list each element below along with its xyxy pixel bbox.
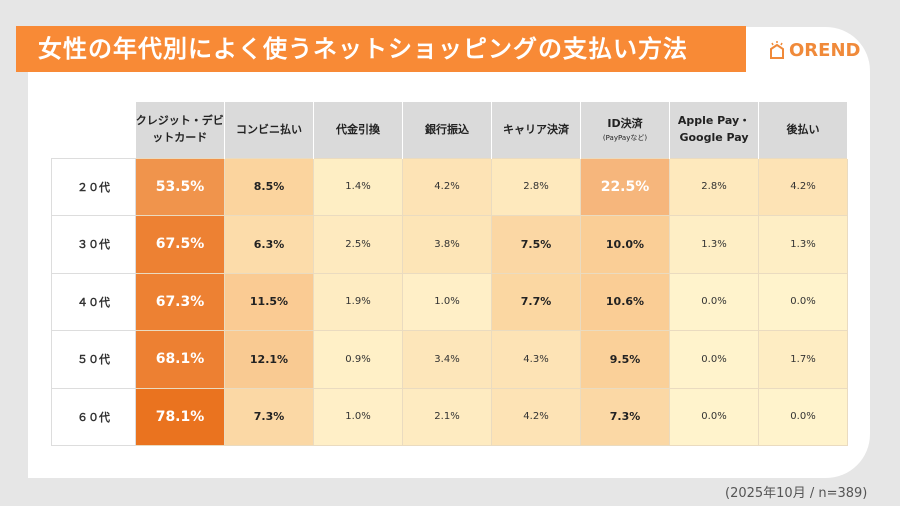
house-logo-icon — [770, 40, 784, 59]
row-label: ５０代 — [51, 330, 136, 389]
heatmap-cell: 12.1% — [224, 330, 314, 389]
brand-logo: OREND — [768, 40, 860, 61]
page-title: 女性の年代別によく使うネットショッピングの支払い方法 — [16, 26, 746, 72]
heatmap-cell: 1.0% — [313, 387, 403, 446]
column-header: Apple Pay・Google Pay — [669, 102, 759, 158]
column-header: 代金引換 — [313, 102, 403, 158]
heatmap-cell: 0.0% — [669, 330, 759, 389]
heatmap-cell: 0.9% — [313, 330, 403, 389]
heatmap-cell: 3.8% — [402, 215, 492, 274]
table-row: ５０代 68.1% 12.1% 0.9% 3.4% 4.3% 9.5% 0.0% 1.7% — [51, 330, 848, 389]
heatmap-cell: 67.5% — [135, 215, 225, 274]
column-sublabel: (PayPayなど) — [602, 133, 648, 142]
heatmap-cell: 1.7% — [758, 330, 848, 389]
heatmap-cell: 0.0% — [669, 272, 759, 331]
heatmap-cell: 0.0% — [758, 387, 848, 446]
table-row: ６０代 78.1% 7.3% 1.0% 2.1% 4.2% 7.3% 0.0% 0.0% — [51, 387, 848, 446]
column-header: クレジット・デビットカード — [135, 102, 225, 158]
row-label: ２０代 — [51, 157, 136, 216]
heatmap-cell: 1.3% — [758, 215, 848, 274]
column-label: 代金引換 — [336, 122, 380, 136]
column-header: キャリア決済 — [491, 102, 581, 158]
column-label: Apple Pay・Google Pay — [677, 114, 751, 144]
heatmap-cell: 3.4% — [402, 330, 492, 389]
heatmap-cell: 68.1% — [135, 330, 225, 389]
heatmap-cell: 1.4% — [313, 157, 403, 216]
column-header: 後払い — [758, 102, 848, 158]
heatmap-cell: 78.1% — [135, 387, 225, 446]
heatmap-cell: 7.5% — [491, 215, 581, 274]
column-header: ID決済 (PayPayなど) — [580, 102, 670, 158]
heatmap-cell: 2.1% — [402, 387, 492, 446]
column-label: キャリア決済 — [503, 122, 569, 136]
heatmap-cell: 7.3% — [580, 387, 670, 446]
column-header: コンビニ払い — [224, 102, 314, 158]
table-row: ２０代 53.5% 8.5% 1.4% 4.2% 2.8% 22.5% 2.8% 4.2% — [51, 157, 848, 216]
heatmap-cell: 7.3% — [224, 387, 314, 446]
heatmap-cell: 67.3% — [135, 272, 225, 331]
heatmap-cell: 11.5% — [224, 272, 314, 331]
heatmap-cell: 0.0% — [669, 387, 759, 446]
heatmap-cell: 4.2% — [402, 157, 492, 216]
heatmap-cell: 6.3% — [224, 215, 314, 274]
heatmap-cell: 0.0% — [758, 272, 848, 331]
row-label: ３０代 — [51, 215, 136, 274]
heatmap-cell: 53.5% — [135, 157, 225, 216]
table-row: ４０代 67.3% 11.5% 1.9% 1.0% 7.7% 10.6% 0.0% 0.0% — [51, 272, 848, 331]
column-label: クレジット・デビットカード — [135, 114, 224, 144]
heatmap-cell: 22.5% — [580, 157, 670, 216]
column-label: 後払い — [786, 122, 820, 136]
heatmap-cell: 4.2% — [758, 157, 848, 216]
corner-cell — [52, 102, 136, 158]
heatmap-cell: 10.0% — [580, 215, 670, 274]
heatmap-cell: 1.3% — [669, 215, 759, 274]
column-label: コンビニ払い — [236, 122, 302, 136]
heatmap-cell: 2.8% — [669, 157, 759, 216]
heatmap-cell: 4.2% — [491, 387, 581, 446]
logo-text: OREND — [789, 40, 861, 61]
heatmap-cell: 1.0% — [402, 272, 492, 331]
heatmap-cell: 10.6% — [580, 272, 670, 331]
heatmap-cell: 9.5% — [580, 330, 670, 389]
table-row: ３０代 67.5% 6.3% 2.5% 3.8% 7.5% 10.0% 1.3% 1.3% — [51, 215, 848, 274]
heatmap-cell: 4.3% — [491, 330, 581, 389]
heatmap-cell: 2.5% — [313, 215, 403, 274]
heatmap-cell: 2.8% — [491, 157, 581, 216]
heatmap-table: クレジット・デビットカード コンビニ払い 代金引換 銀行振込 キャリア決済 ID決済 (Pa… — [51, 102, 848, 446]
heatmap-cell: 7.7% — [491, 272, 581, 331]
column-header: 銀行振込 — [402, 102, 492, 158]
row-label: ４０代 — [51, 272, 136, 331]
heatmap-cell: 1.9% — [313, 272, 403, 331]
footnote: (2025年10月 / n=389) — [725, 486, 868, 501]
row-label: ６０代 — [51, 387, 136, 446]
column-label: 銀行振込 — [425, 122, 469, 136]
column-label: ID決済 — [607, 117, 643, 131]
heatmap-cell: 8.5% — [224, 157, 314, 216]
